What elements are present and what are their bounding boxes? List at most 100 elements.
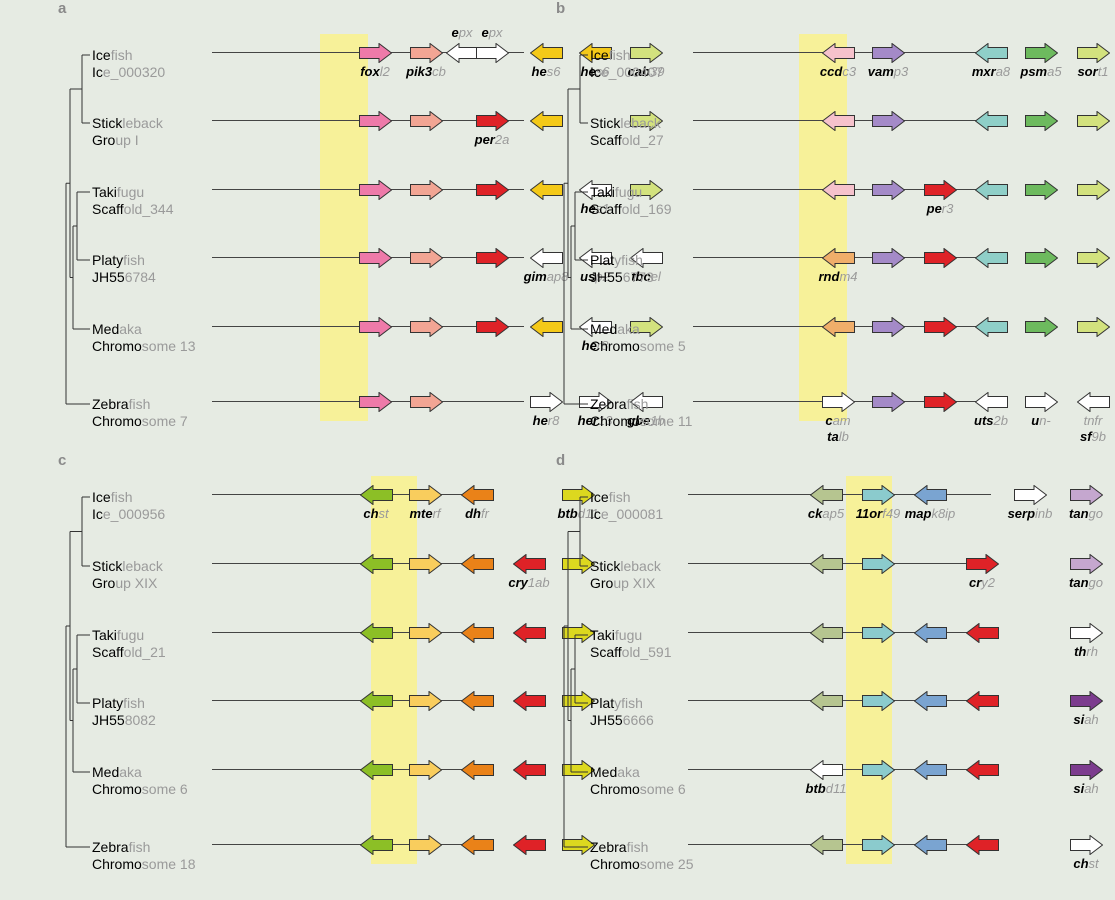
text-part: r3	[941, 201, 954, 216]
text-part: ap5	[822, 506, 845, 521]
gene-label: mxra8	[951, 64, 1031, 80]
text-part: r8	[596, 338, 609, 353]
text-part: ck	[807, 506, 823, 521]
gene-arrow-right	[408, 623, 442, 643]
species-label: Stickleback Group XIX	[92, 558, 163, 592]
gene-label: gbe1b	[606, 413, 686, 429]
species-name: Zebrafish	[590, 396, 692, 413]
gene-arrow-shape	[821, 180, 855, 200]
gene-arrow-right	[1024, 248, 1058, 268]
gene-label: chst	[336, 506, 416, 522]
text-part: d11	[825, 781, 847, 796]
gene-arrow-left	[913, 485, 947, 505]
gene-arrow-shape	[871, 317, 905, 337]
gene-arrow-left	[809, 835, 843, 855]
text-part: s1	[595, 201, 610, 216]
gene-label: btbd11	[538, 506, 618, 522]
text-part: fish	[123, 252, 145, 268]
gene-arrow-shape	[460, 760, 494, 780]
text-part: m4	[839, 269, 858, 284]
gene-arrow-left	[460, 554, 494, 574]
gene-arrow-right	[861, 623, 895, 643]
text-part: a8	[995, 64, 1011, 79]
text-part: 11or	[855, 506, 883, 521]
gene-arrow-shape	[578, 392, 612, 412]
gene-arrow-shape	[965, 554, 999, 574]
text-part: u	[1031, 413, 1040, 428]
gene-arrow-left	[913, 760, 947, 780]
text-part: aka	[617, 764, 640, 780]
gene-track	[212, 755, 474, 785]
gene-arrow-left	[578, 317, 612, 337]
gene-arrow-left	[359, 691, 393, 711]
species-label: Zebrafish Chromosome 18	[92, 839, 196, 873]
text-part: r8	[547, 413, 560, 428]
text-part: e_000320	[102, 64, 166, 80]
highlight-column	[320, 34, 368, 421]
scaffold-name: Scaffold_591	[590, 644, 671, 661]
gene-arrow-shape	[512, 691, 546, 711]
species-label: Zebrafish Chromosome 11	[590, 396, 692, 430]
text-part: psm	[1020, 64, 1048, 79]
gene-arrow-right	[561, 835, 595, 855]
gene-label: hes6	[506, 64, 586, 80]
gene-arrow-left	[965, 760, 999, 780]
gene-track	[212, 480, 474, 510]
gene-arrow-right	[561, 485, 595, 505]
text-part: Scaff	[92, 201, 124, 217]
gene-arrow-shape	[923, 317, 957, 337]
panel-letter: b	[556, 0, 566, 17]
gene-arrow-right	[871, 180, 905, 200]
gene-arrow-left	[512, 691, 546, 711]
gene-arrow-left	[809, 760, 843, 780]
text-part: gbe	[627, 413, 651, 428]
gene-arrow-left	[512, 760, 546, 780]
scaffold-name: Group XIX	[590, 575, 661, 592]
gene-arrow-shape	[923, 180, 957, 200]
text-part: leback	[620, 115, 661, 131]
gene-arrow-right	[629, 180, 663, 200]
text-part: Med	[590, 764, 618, 780]
text-part: fugu	[116, 627, 145, 643]
gene-arrow-right	[409, 43, 443, 63]
text-part: ta	[827, 429, 839, 444]
text-part: fish	[128, 396, 151, 412]
text-part: ch	[1073, 856, 1089, 871]
text-part: some 25	[639, 856, 694, 872]
gene-arrow-shape	[861, 623, 895, 643]
gene-arrow-left	[460, 485, 494, 505]
gene-label: her8	[555, 338, 635, 354]
species-label: Takifugu Scaffold_344	[92, 184, 173, 218]
text-part: old_591	[621, 644, 672, 660]
gene-arrow-shape	[821, 248, 855, 268]
gene-arrow-left	[965, 623, 999, 643]
gene-arrow-shape	[529, 180, 563, 200]
text-part: old_344	[123, 201, 174, 217]
text-part: p2	[595, 269, 610, 284]
gene-arrow-left	[512, 554, 546, 574]
scaffold-name: Chromosome 6	[590, 781, 686, 798]
text-part: some 11	[639, 413, 693, 429]
text-part: e_000407	[600, 64, 664, 80]
gene-arrow-right	[1069, 623, 1103, 643]
gene-arrow-right	[861, 760, 895, 780]
gene-arrow-left	[529, 248, 563, 268]
gene-arrow-left	[913, 623, 947, 643]
gene-arrow-shape	[629, 180, 663, 200]
text-part: tan	[1069, 575, 1089, 590]
gene-arrow-left	[821, 43, 855, 63]
gene-arrow-right	[1069, 760, 1103, 780]
text-part: leback	[122, 558, 163, 574]
text-part: ch	[363, 506, 379, 521]
gene-track	[212, 618, 474, 648]
text-part: Zebra	[590, 839, 627, 855]
gene-arrow-left	[965, 691, 999, 711]
text-part: rf	[432, 506, 441, 521]
text-part: lb	[838, 429, 849, 444]
text-part: k8ip	[931, 506, 956, 521]
gene-arrow-right	[409, 180, 443, 200]
panel-a: a Icefish Ice_000320 foxl2 pik3cb epx epx hes6 h…	[58, 0, 665, 448]
gene-arrow-shape	[561, 554, 595, 574]
gene-arrow-left	[512, 835, 546, 855]
gene-label: btbd11	[786, 781, 866, 797]
